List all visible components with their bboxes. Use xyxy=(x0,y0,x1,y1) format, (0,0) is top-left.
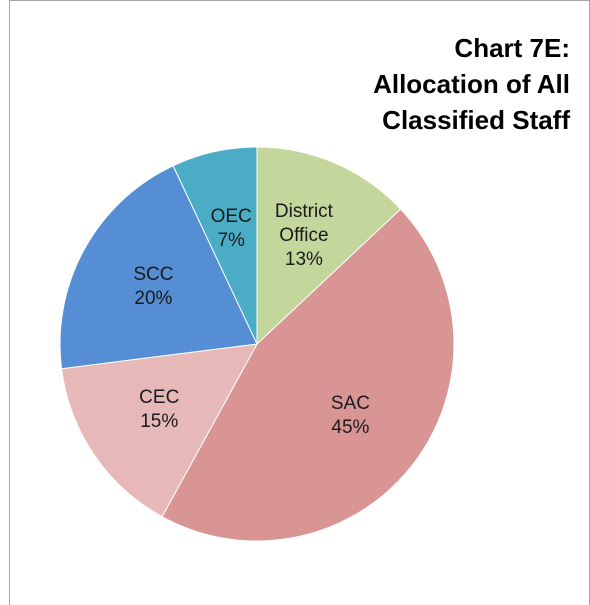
slice-label: OEC 7% xyxy=(191,205,271,253)
slice-name: District Office xyxy=(274,200,333,246)
slice-value: 15% xyxy=(140,411,179,433)
pie-slice xyxy=(60,343,258,518)
pie-slice xyxy=(256,146,402,346)
pie-slice xyxy=(59,165,258,370)
slice-label: SCC 20% xyxy=(113,263,193,311)
slice-name: SAC xyxy=(330,393,370,415)
slice-value: 20% xyxy=(134,288,173,310)
slice-value: 13% xyxy=(284,248,323,270)
slice-name: SCC xyxy=(133,264,174,286)
slice-name: OEC xyxy=(210,205,252,227)
slice-label: CEC 15% xyxy=(119,386,199,434)
pie-slice xyxy=(172,146,258,345)
slice-name: CEC xyxy=(139,387,180,409)
pie-slice xyxy=(161,208,455,542)
slice-label: SAC 45% xyxy=(310,392,390,440)
chart-title: Chart 7E: Allocation of All Classified S… xyxy=(373,33,570,135)
slice-value: 7% xyxy=(217,229,245,251)
slice-label: District Office 13% xyxy=(264,200,344,272)
slice-value: 45% xyxy=(331,417,370,439)
